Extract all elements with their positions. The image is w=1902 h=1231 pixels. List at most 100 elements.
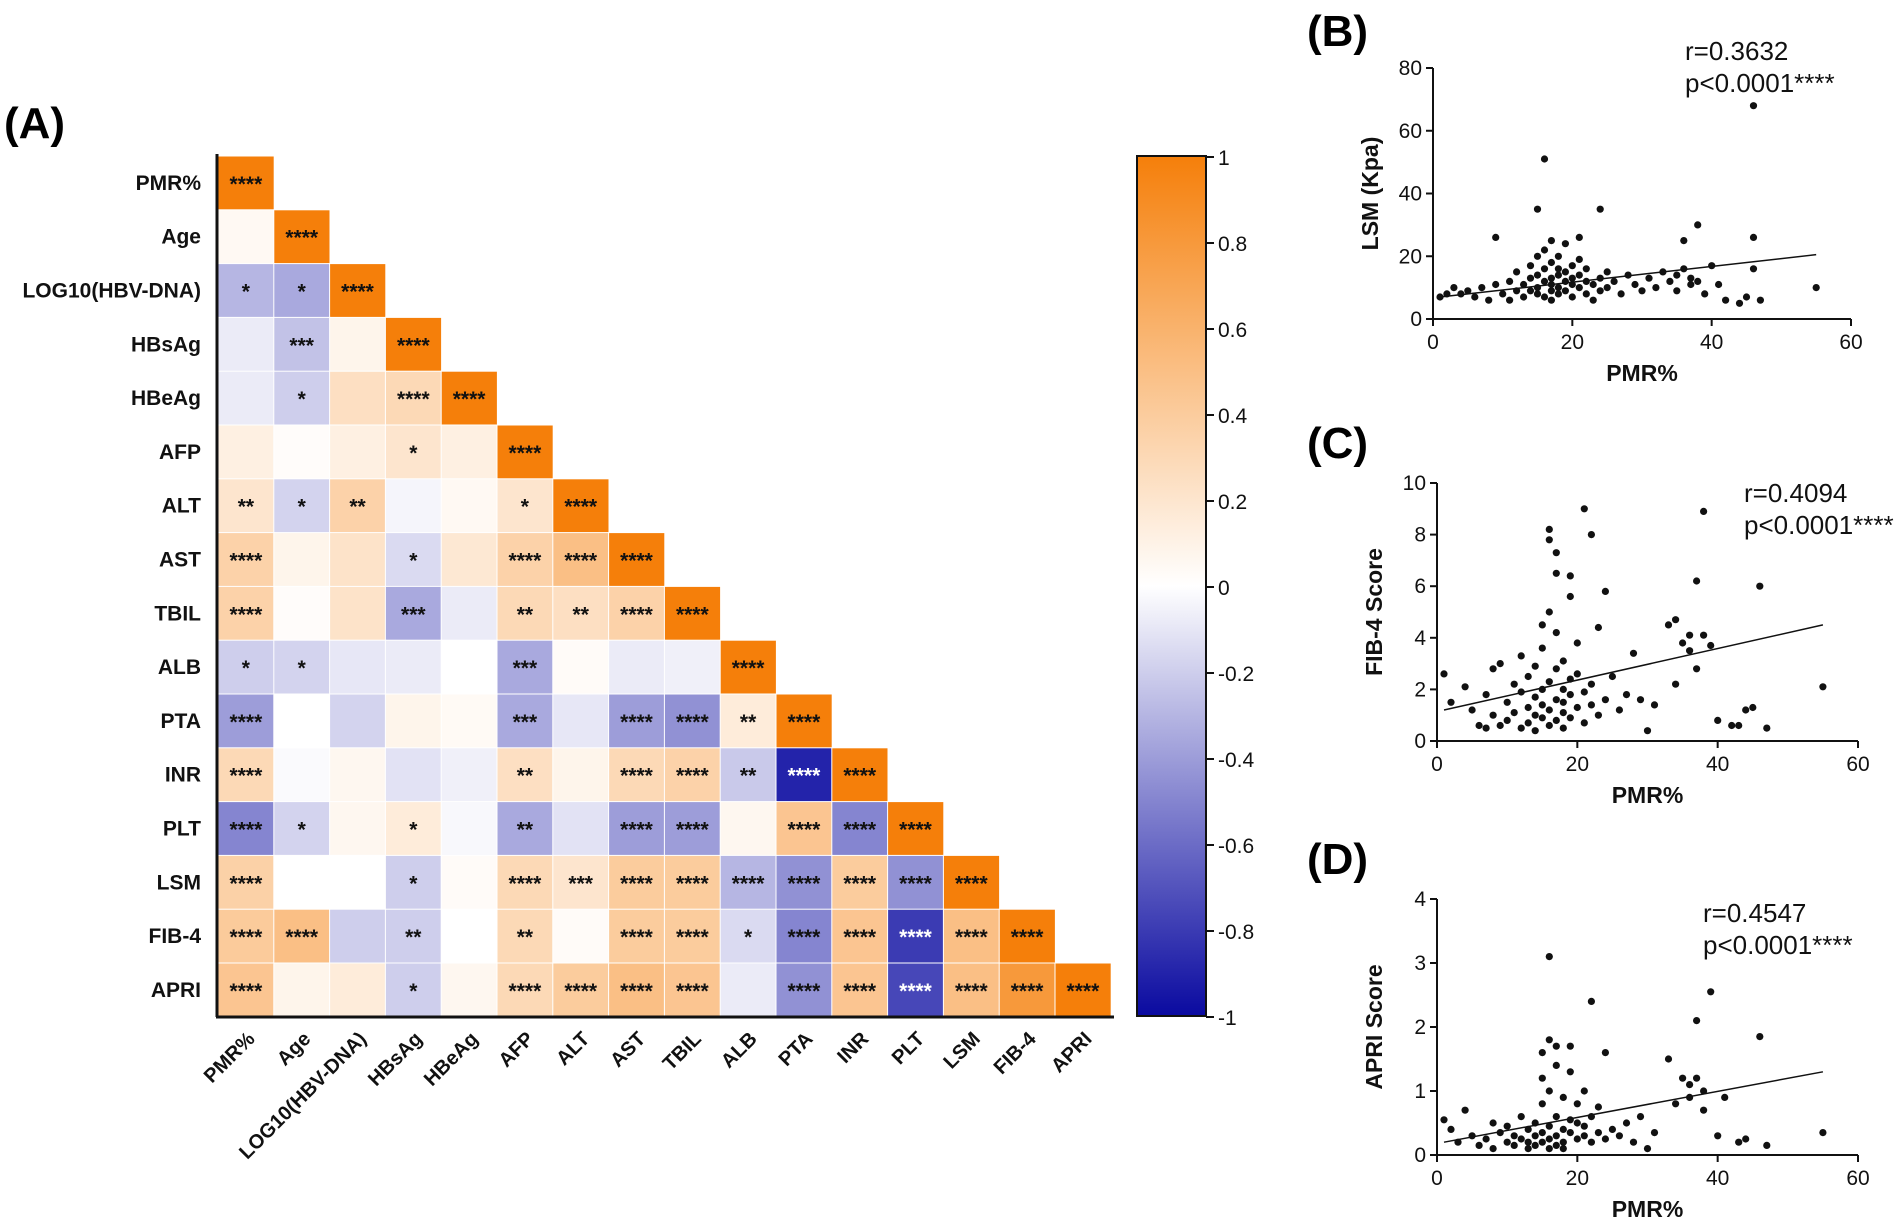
scatter-point bbox=[1552, 1113, 1560, 1121]
scatter-point bbox=[1568, 280, 1576, 289]
scatter-point bbox=[1566, 1129, 1574, 1137]
scatter-point bbox=[1686, 647, 1694, 655]
heatmap-cell bbox=[608, 532, 666, 588]
scatter-point bbox=[1489, 1119, 1497, 1127]
heatmap-cell bbox=[217, 585, 275, 642]
heatmap-cell bbox=[663, 962, 722, 1018]
regression-line bbox=[1443, 1071, 1824, 1143]
heatmap-cell bbox=[440, 962, 498, 1018]
scatter-point bbox=[1694, 277, 1702, 285]
scatter-point bbox=[1672, 1100, 1680, 1108]
heatmap-cell bbox=[496, 801, 554, 857]
scatter-point bbox=[1587, 531, 1595, 539]
scatter-point bbox=[1540, 155, 1549, 163]
scatter-point bbox=[1636, 696, 1645, 704]
significance-stars: * bbox=[409, 550, 418, 573]
scatter-point bbox=[1573, 1119, 1581, 1127]
row-label: LSM bbox=[157, 871, 201, 894]
scatter-point bbox=[1589, 280, 1597, 289]
scatter-point bbox=[1554, 252, 1562, 260]
correlation-r: r=0.4094 bbox=[1744, 478, 1847, 508]
scatter-point bbox=[1533, 205, 1542, 213]
colorbar-tick-label: -0.2 bbox=[1218, 663, 1254, 686]
heatmap-cell bbox=[217, 639, 275, 695]
y-tick-label: 1 bbox=[1414, 1080, 1426, 1103]
heatmap-cell bbox=[552, 908, 610, 964]
scatter-point bbox=[1664, 1055, 1673, 1063]
scatter-point bbox=[1496, 660, 1504, 668]
heatmap-cell bbox=[663, 585, 722, 642]
panel-a-label: (A) bbox=[4, 99, 65, 148]
scatter-point bbox=[1506, 277, 1514, 285]
heatmap-cell bbox=[775, 693, 833, 749]
scatter-point bbox=[1679, 639, 1687, 647]
scatter-point bbox=[1700, 631, 1708, 639]
heatmap-cell bbox=[663, 801, 722, 857]
scatter-point bbox=[1533, 252, 1542, 260]
correlation-r: r=0.3632 bbox=[1685, 36, 1788, 66]
scatter-point bbox=[1589, 296, 1597, 304]
significance-stars: *** bbox=[289, 334, 314, 357]
significance-stars: **** bbox=[788, 926, 822, 949]
scatter-point bbox=[1624, 271, 1632, 279]
scatter-point bbox=[1643, 1145, 1652, 1153]
heatmap-cell bbox=[440, 478, 498, 534]
heatmap-cell bbox=[608, 908, 666, 964]
heatmap-cell bbox=[440, 585, 498, 642]
x-axis-label: PMR% bbox=[1612, 782, 1684, 808]
scatter-point bbox=[1693, 577, 1701, 585]
scatter-point bbox=[1554, 265, 1562, 273]
significance-stars: **** bbox=[676, 765, 710, 788]
scatter-point bbox=[1533, 284, 1542, 292]
heatmap-cell bbox=[719, 639, 777, 695]
row-label: PLT bbox=[163, 818, 201, 841]
heatmap-cell bbox=[273, 585, 331, 642]
scatter-point bbox=[1763, 1141, 1771, 1149]
scatter-point bbox=[1538, 644, 1546, 652]
col-label: TBIL bbox=[659, 1028, 706, 1075]
scatter-point bbox=[1506, 296, 1514, 304]
significance-stars: * bbox=[298, 819, 307, 842]
heatmap-cell bbox=[273, 209, 331, 265]
colorbar-tick-label: 0.8 bbox=[1218, 233, 1247, 256]
x-tick-label: 0 bbox=[1431, 1167, 1443, 1190]
significance-stars: **** bbox=[732, 657, 766, 680]
scatter-point bbox=[1559, 1125, 1567, 1133]
colorbar-tick-label: -1 bbox=[1218, 1007, 1237, 1030]
heatmap-cell bbox=[887, 854, 945, 911]
scatter-point bbox=[1580, 1087, 1588, 1095]
scatter-point bbox=[1545, 536, 1553, 544]
heatmap-cell bbox=[273, 316, 331, 373]
scatter-point bbox=[1520, 293, 1528, 301]
significance-stars: **** bbox=[230, 173, 264, 196]
scatter-point bbox=[1554, 290, 1562, 298]
scatter-point bbox=[1533, 290, 1542, 298]
heatmap-cell bbox=[329, 424, 387, 480]
scatter-point bbox=[1672, 616, 1680, 624]
scatter-point bbox=[1714, 1132, 1722, 1140]
significance-stars: **** bbox=[285, 227, 319, 250]
scatter-point bbox=[1440, 670, 1448, 678]
heatmap-cell bbox=[998, 908, 1056, 964]
significance-stars: *** bbox=[401, 603, 426, 626]
scatter-point bbox=[1526, 287, 1535, 295]
scatter-point bbox=[1559, 698, 1567, 706]
col-label: INR bbox=[833, 1028, 873, 1068]
scatter-point bbox=[1545, 706, 1553, 714]
heatmap-cell bbox=[273, 478, 331, 534]
heatmap-cell bbox=[496, 854, 554, 911]
heatmap-cell bbox=[552, 585, 610, 642]
scatter-point bbox=[1545, 1087, 1553, 1095]
significance-stars: **** bbox=[509, 550, 543, 573]
scatter-point bbox=[1552, 629, 1560, 637]
scatter-point bbox=[1524, 672, 1532, 681]
row-label: PMR% bbox=[136, 172, 202, 195]
colorbar-tick-label: -0.8 bbox=[1218, 921, 1254, 944]
scatter-point bbox=[1503, 716, 1511, 725]
y-tick-label: 3 bbox=[1414, 952, 1426, 975]
col-label: APRI bbox=[1047, 1028, 1096, 1077]
heatmap-cell bbox=[719, 908, 777, 964]
scatter-point bbox=[1580, 1122, 1588, 1130]
scatter-point bbox=[1594, 711, 1602, 719]
col-label: AFP bbox=[495, 1028, 539, 1072]
